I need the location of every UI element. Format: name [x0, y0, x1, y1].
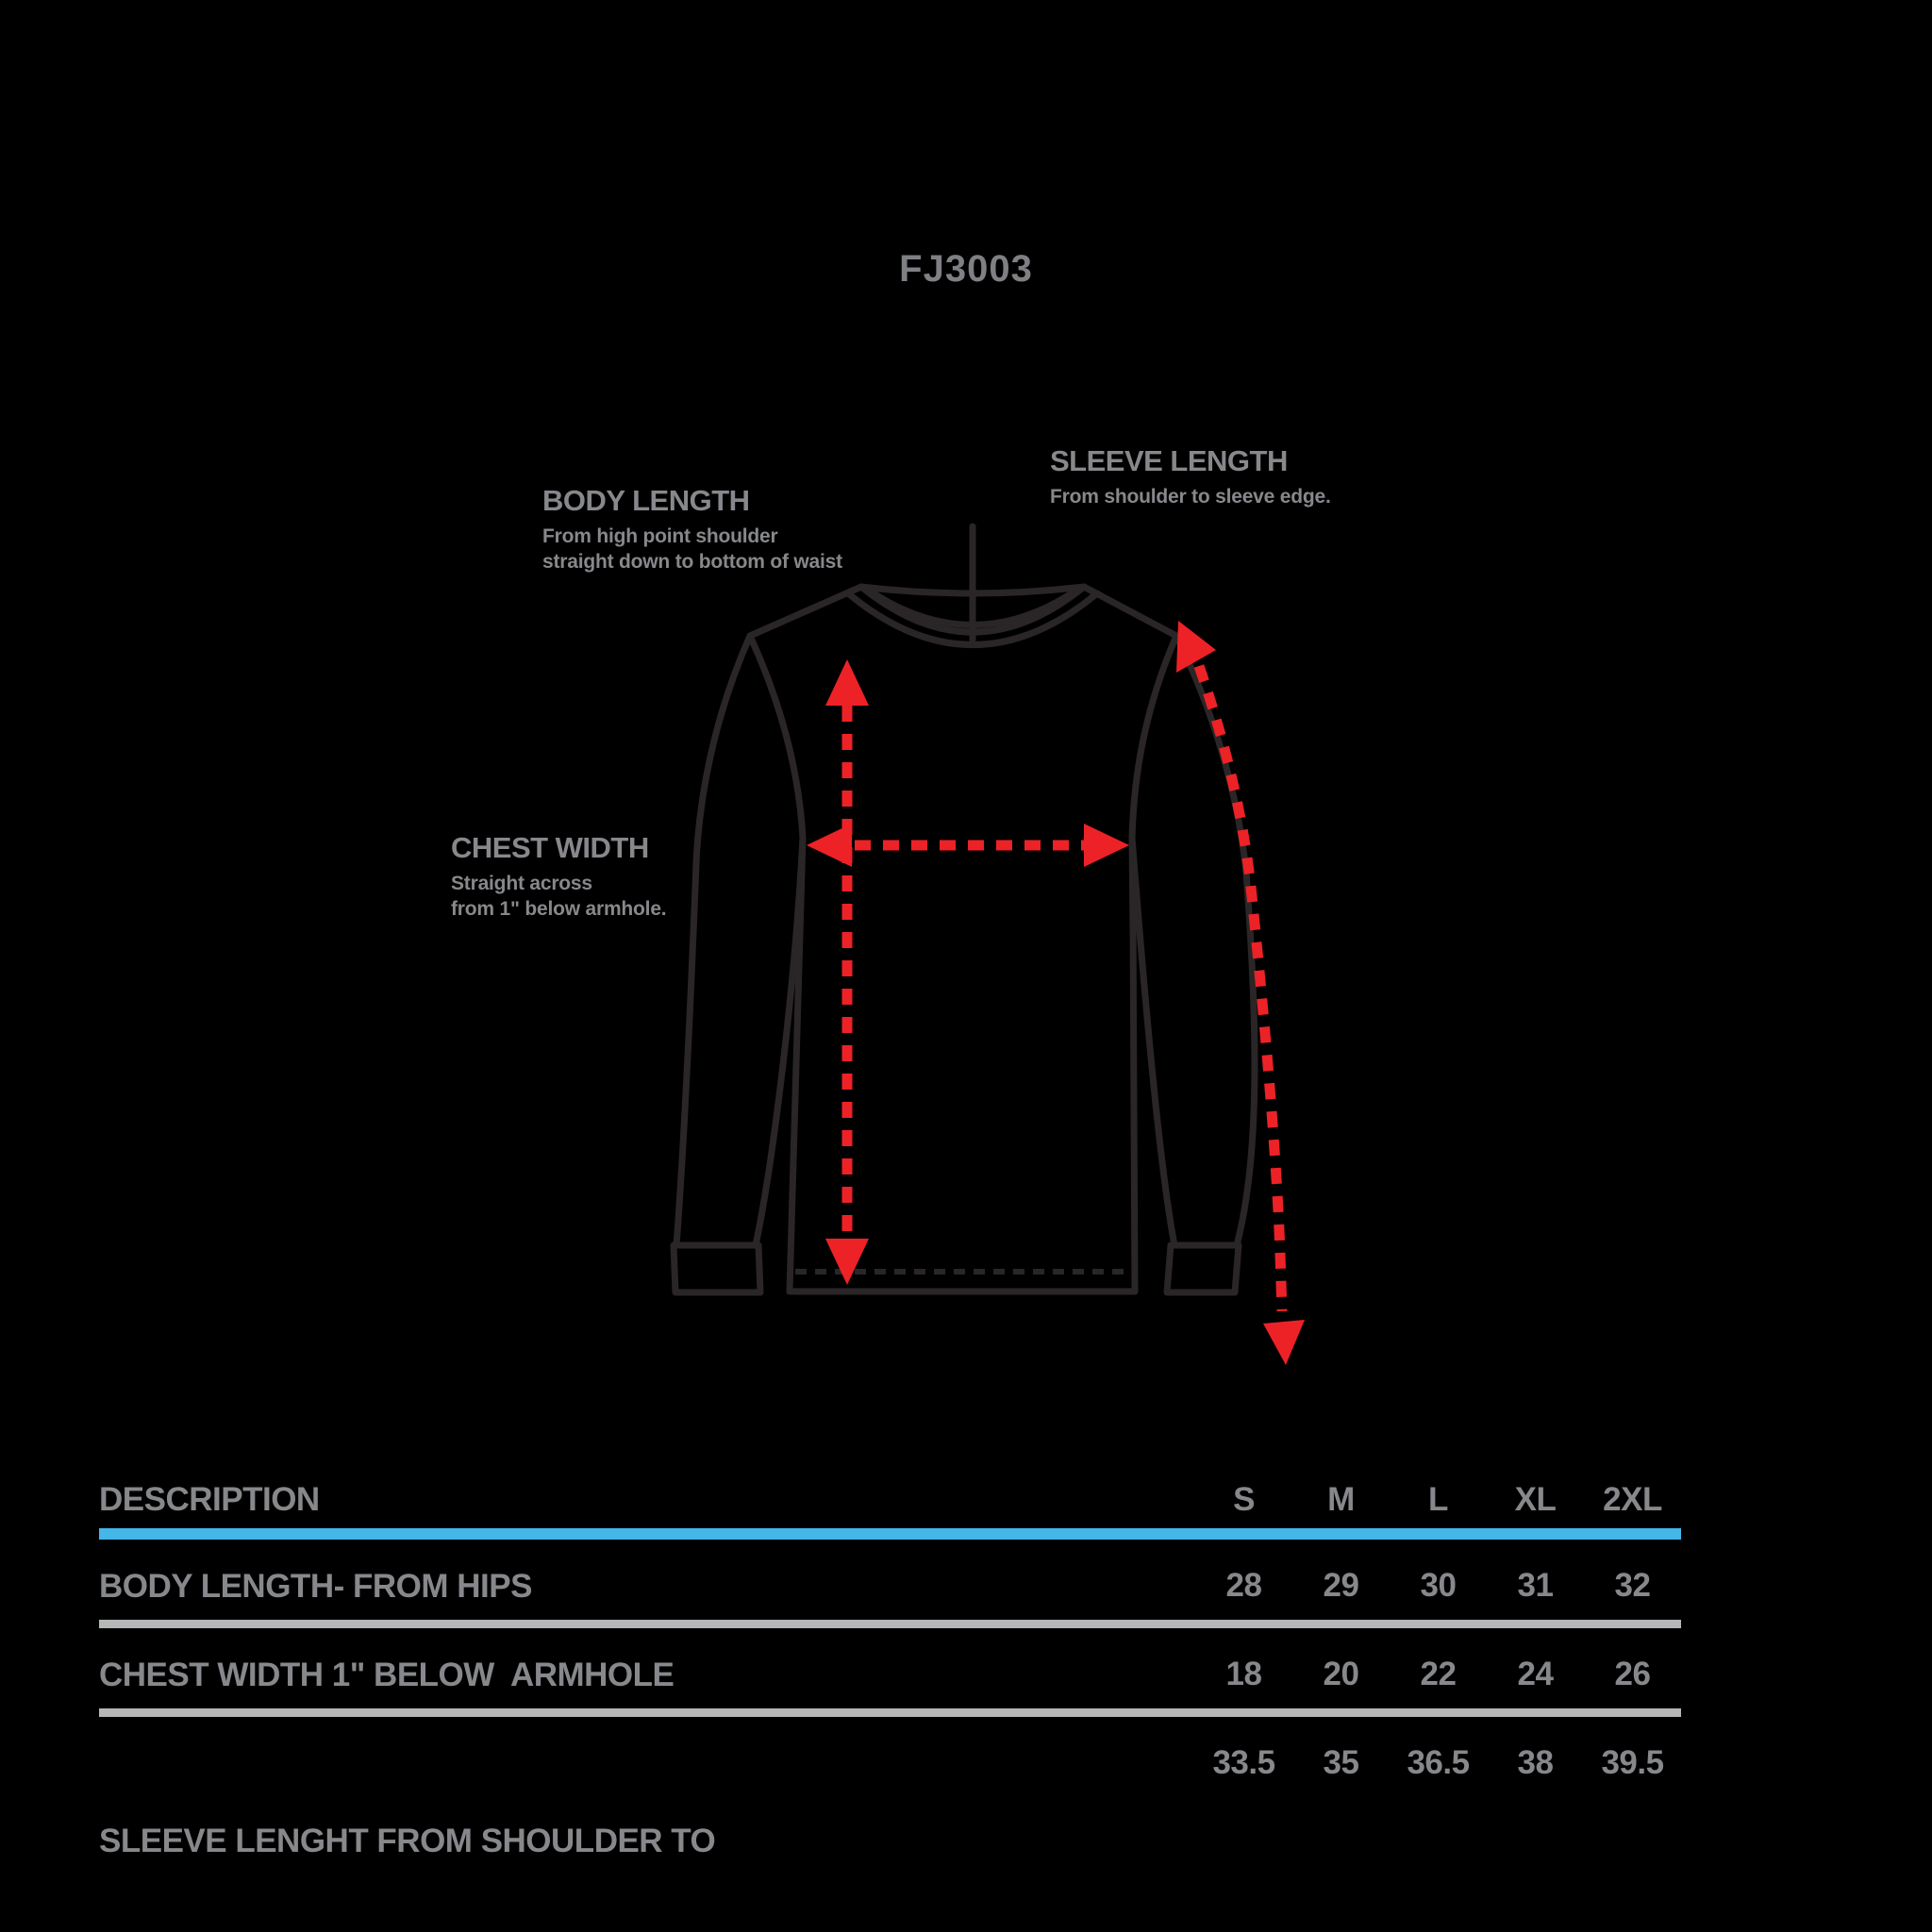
size-header-xl: XL: [1514, 1481, 1557, 1518]
value-xl: 31: [1517, 1567, 1554, 1604]
chest-width-note-line2: from 1" below armhole.: [451, 898, 667, 920]
left-armhole-seam: [746, 632, 807, 841]
size-header-m: M: [1327, 1481, 1355, 1518]
body-length-arrow: [825, 659, 869, 1285]
value-l: 36.5: [1407, 1744, 1470, 1781]
value-m: 20: [1323, 1656, 1359, 1692]
value-2xl: 26: [1614, 1656, 1651, 1692]
row-label: SLEEVE LENGHT FROM SHOULDER TO SLEEVE ED…: [99, 1744, 1195, 1932]
collar-band-bottom: [858, 583, 1088, 636]
chest-width-annotation: CHEST WIDTH Straight across from 1" belo…: [451, 831, 667, 922]
collar-inner-arc: [870, 590, 1075, 628]
arrowhead-left: [807, 824, 852, 867]
chest-width-note-line1: Straight across: [451, 873, 592, 894]
right-sleeve-inner: [1128, 834, 1178, 1249]
body-length-note-line1: From high point shoulder: [542, 525, 778, 547]
arrowhead-down: [1263, 1320, 1305, 1365]
value-s: 28: [1225, 1567, 1262, 1604]
body-length-annotation: BODY LENGTH From high point shoulder str…: [542, 485, 842, 575]
left-cuff: [670, 1241, 764, 1296]
body-length-note-line2: straight down to bottom of waist: [542, 551, 842, 573]
right-side-seam: [1128, 834, 1139, 1295]
size-header-l: L: [1428, 1481, 1448, 1518]
left-sleeve-outer: [673, 632, 754, 1249]
shirt-diagram: [670, 523, 1305, 1365]
value-2xl: 39.5: [1601, 1744, 1664, 1781]
value-l: 30: [1420, 1567, 1457, 1604]
size-header-s: S: [1233, 1481, 1255, 1518]
neck-seam: [844, 590, 1101, 648]
left-sleeve-inner: [752, 834, 807, 1249]
arrowhead-up-left: [1176, 621, 1216, 673]
sleeve-length-arrow: [1176, 621, 1305, 1365]
header-rule: [99, 1528, 1681, 1540]
value-s: 33.5: [1212, 1744, 1275, 1781]
description-header: DESCRIPTION: [99, 1481, 320, 1518]
row-divider: [99, 1620, 1681, 1628]
table-row-body-length: BODY LENGTH- FROM HIPS 28 29 30 31 32: [99, 1540, 1681, 1620]
size-table: DESCRIPTION S M L XL 2XL BODY LENGTH- FR…: [99, 1472, 1681, 1932]
chest-width-heading: CHEST WIDTH: [451, 831, 649, 864]
value-m: 29: [1323, 1567, 1359, 1604]
left-shoulder: [746, 583, 865, 640]
right-shoulder: [1080, 583, 1180, 640]
right-cuff: [1163, 1241, 1242, 1296]
sleeve-length-heading: SLEEVE LENGTH: [1050, 444, 1288, 477]
collar-top: [858, 583, 1088, 597]
value-l: 22: [1420, 1656, 1457, 1692]
chest-width-arrow: [807, 824, 1129, 867]
size-header-2xl: 2XL: [1603, 1481, 1662, 1518]
value-2xl: 32: [1614, 1567, 1651, 1604]
row-label: BODY LENGTH- FROM HIPS: [99, 1568, 532, 1605]
row-label-line1: SLEEVE LENGHT FROM SHOULDER TO: [99, 1823, 716, 1859]
row-divider: [99, 1708, 1681, 1717]
row-label: CHEST WIDTH 1" BELOW ARMHOLE: [99, 1657, 675, 1693]
value-s: 18: [1225, 1656, 1262, 1692]
table-header-row: DESCRIPTION S M L XL 2XL: [99, 1472, 1681, 1519]
sleeve-length-annotation: SLEEVE LENGTH From shoulder to sleeve ed…: [1050, 445, 1331, 509]
sleeve-length-note-line1: From shoulder to sleeve edge.: [1050, 486, 1331, 508]
value-xl: 38: [1517, 1744, 1554, 1781]
spacer: [1050, 477, 1331, 484]
arrowhead-up: [825, 659, 869, 706]
right-armhole-seam: [1128, 632, 1180, 841]
value-m: 35: [1323, 1744, 1359, 1781]
value-xl: 24: [1517, 1656, 1554, 1692]
arrowhead-right: [1084, 824, 1129, 867]
page-title: FJ3003: [899, 248, 1033, 290]
body-length-heading: BODY LENGTH: [542, 484, 750, 517]
arrowhead-down: [825, 1239, 869, 1285]
table-row-sleeve-length: SLEEVE LENGHT FROM SHOULDER TO SLEEVE ED…: [99, 1717, 1681, 1932]
shirt-outline: [670, 523, 1258, 1296]
table-row-chest-width: CHEST WIDTH 1" BELOW ARMHOLE 18 20 22 24…: [99, 1628, 1681, 1708]
